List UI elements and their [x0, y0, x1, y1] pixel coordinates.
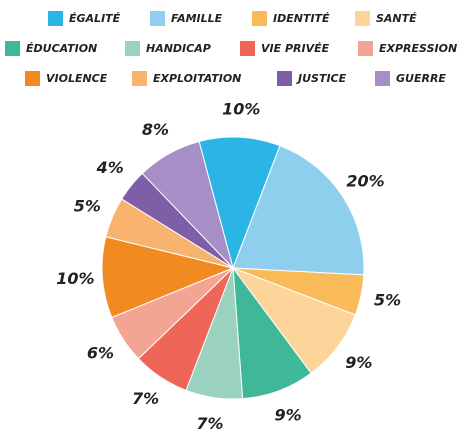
legend-swatch: [150, 11, 165, 26]
data-label: 8%: [142, 120, 169, 139]
data-label: 5%: [374, 290, 401, 309]
legend-swatch: [252, 11, 267, 26]
legend-label: HANDICAP: [146, 42, 211, 55]
legend-swatch: [355, 11, 370, 26]
legend-swatch: [5, 41, 20, 56]
legend-label: JUSTICE: [296, 72, 347, 85]
data-label: 5%: [74, 196, 101, 215]
legend-label: EXPRESSION: [379, 42, 457, 55]
legend-label: SANTÉ: [376, 12, 417, 25]
pie-slice: [198, 136, 281, 270]
legend-label: ÉGALITÉ: [69, 12, 121, 25]
legend-label: VIE PRIVÉE: [261, 42, 330, 55]
legend-swatch: [240, 41, 255, 56]
data-label: 7%: [132, 389, 159, 408]
data-label: 10%: [56, 269, 94, 288]
data-label: 20%: [346, 171, 384, 190]
data-label: 7%: [196, 414, 223, 433]
pie-slice: [232, 145, 365, 276]
legend-swatch: [132, 71, 147, 86]
legend-swatch: [25, 71, 40, 86]
legend-label: EXPLOITATION: [153, 72, 241, 85]
legend-swatch: [375, 71, 390, 86]
legend-label: IDENTITÉ: [273, 12, 330, 25]
legend-swatch: [48, 11, 63, 26]
pie-slice: [101, 236, 235, 319]
legend-label: ÉDUCATION: [26, 42, 97, 55]
data-label: 6%: [87, 344, 114, 363]
data-label: 4%: [96, 158, 124, 177]
data-label: 10%: [222, 100, 260, 119]
data-label: 9%: [345, 353, 372, 372]
legend-swatch: [277, 71, 292, 86]
legend-label: GUERRE: [396, 72, 446, 85]
legend-swatch: [358, 41, 373, 56]
legend-label: FAMILLE: [171, 12, 223, 25]
data-label: 9%: [274, 406, 301, 425]
legend-swatch: [125, 41, 140, 56]
pie-slice: [141, 140, 234, 269]
legend-label: VIOLENCE: [46, 72, 108, 85]
